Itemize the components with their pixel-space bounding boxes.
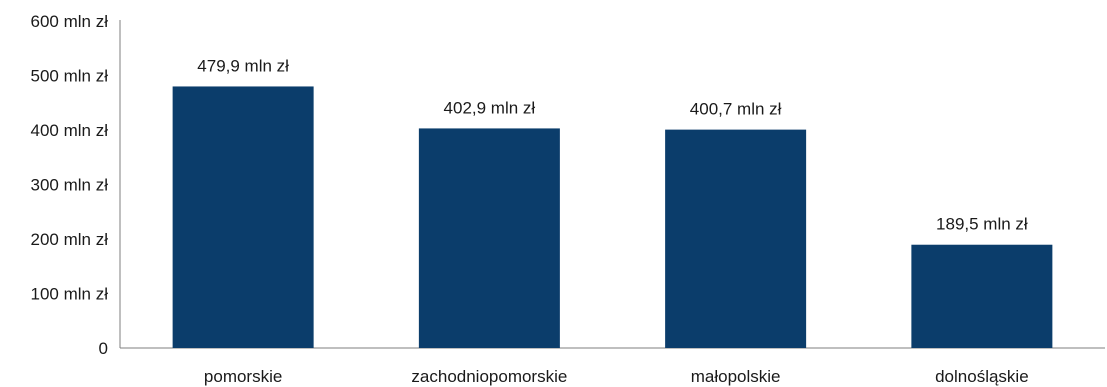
category-label: pomorskie: [204, 367, 282, 386]
bar-0: [172, 86, 314, 348]
y-tick-labels: 0 100 mln zł 200 mln zł 300 mln zł 400 mln z…: [31, 12, 109, 358]
category-label: zachodniopomorskie: [411, 367, 567, 386]
y-tick-label: 400 mln zł: [31, 121, 109, 140]
data-labels: 479,9 mln zł 402,9 mln zł 400,7 mln zł 189,…: [197, 56, 1028, 233]
bar-1: [418, 128, 560, 348]
category-labels: pomorskie zachodniopomorskie małopolskie do…: [204, 367, 1029, 386]
data-label: 189,5 mln zł: [936, 215, 1028, 234]
y-tick-label: 200 mln zł: [31, 230, 109, 249]
y-tick-label: 0: [99, 339, 108, 358]
y-tick-label: 600 mln zł: [31, 12, 109, 31]
bar-3: [911, 244, 1053, 348]
category-label: małopolskie: [691, 367, 781, 386]
data-label: 479,9 mln zł: [197, 56, 289, 75]
bar-2: [665, 129, 807, 348]
y-tick-label: 300 mln zł: [31, 176, 109, 195]
data-label: 402,9 mln zł: [444, 98, 536, 117]
y-tick-label: 100 mln zł: [31, 285, 109, 304]
y-tick-label: 500 mln zł: [31, 67, 109, 86]
category-label: dolnośląskie: [935, 367, 1029, 386]
data-label: 400,7 mln zł: [690, 100, 782, 119]
bars: [172, 86, 1053, 348]
